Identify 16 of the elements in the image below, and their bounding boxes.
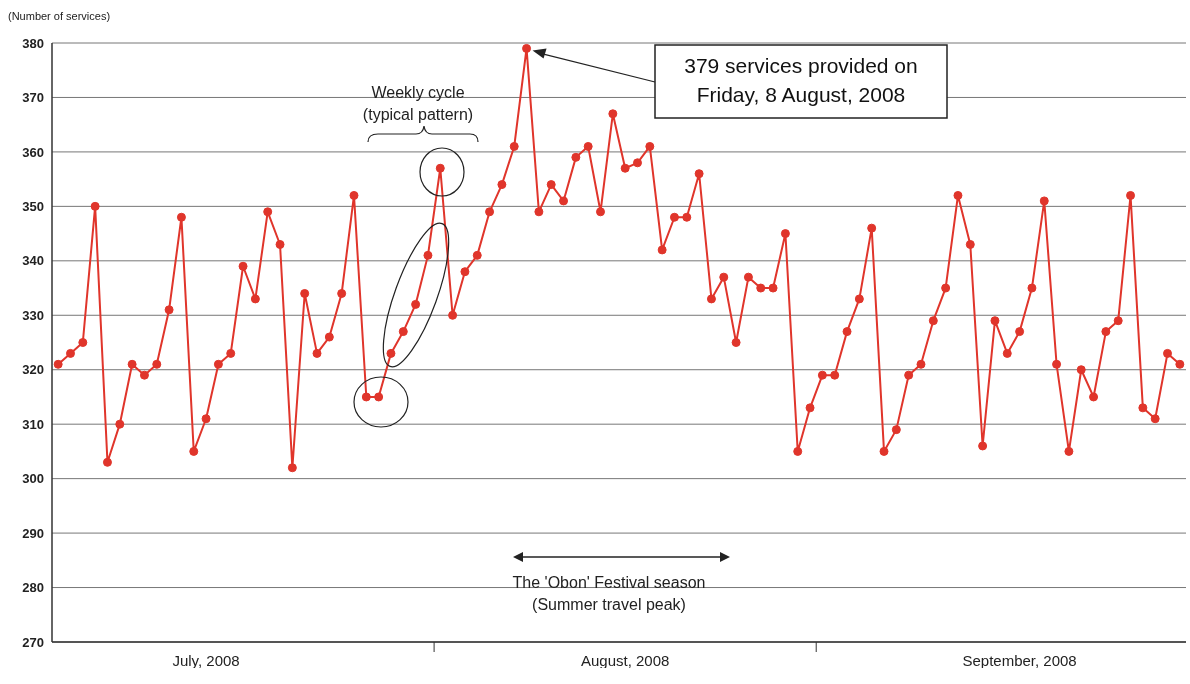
y-tick-label: 350: [22, 198, 44, 214]
y-tick-label: 360: [22, 144, 44, 160]
y-tick-label: 300: [22, 471, 44, 487]
y-tick-label: 370: [22, 90, 44, 106]
y-tick-label: 320: [22, 362, 44, 378]
y-tick-label: 340: [22, 253, 44, 269]
annotation: Weekly cycle (typical pattern): [362, 84, 474, 123]
annotation: The 'Obon' Festival season (Summer travel peak): [512, 574, 706, 613]
y-tick-label: 290: [22, 525, 44, 541]
y-tick-label: 310: [22, 416, 44, 432]
y-axis-title: (Number of services): [8, 10, 111, 22]
y-tick-label: 380: [22, 35, 44, 51]
annotation: 379 services provided on Friday, 8 August, 2008: [684, 54, 918, 106]
y-tick-label: 280: [22, 580, 44, 596]
y-tick-label: 270: [22, 634, 44, 650]
y-tick-label: 330: [22, 307, 44, 323]
